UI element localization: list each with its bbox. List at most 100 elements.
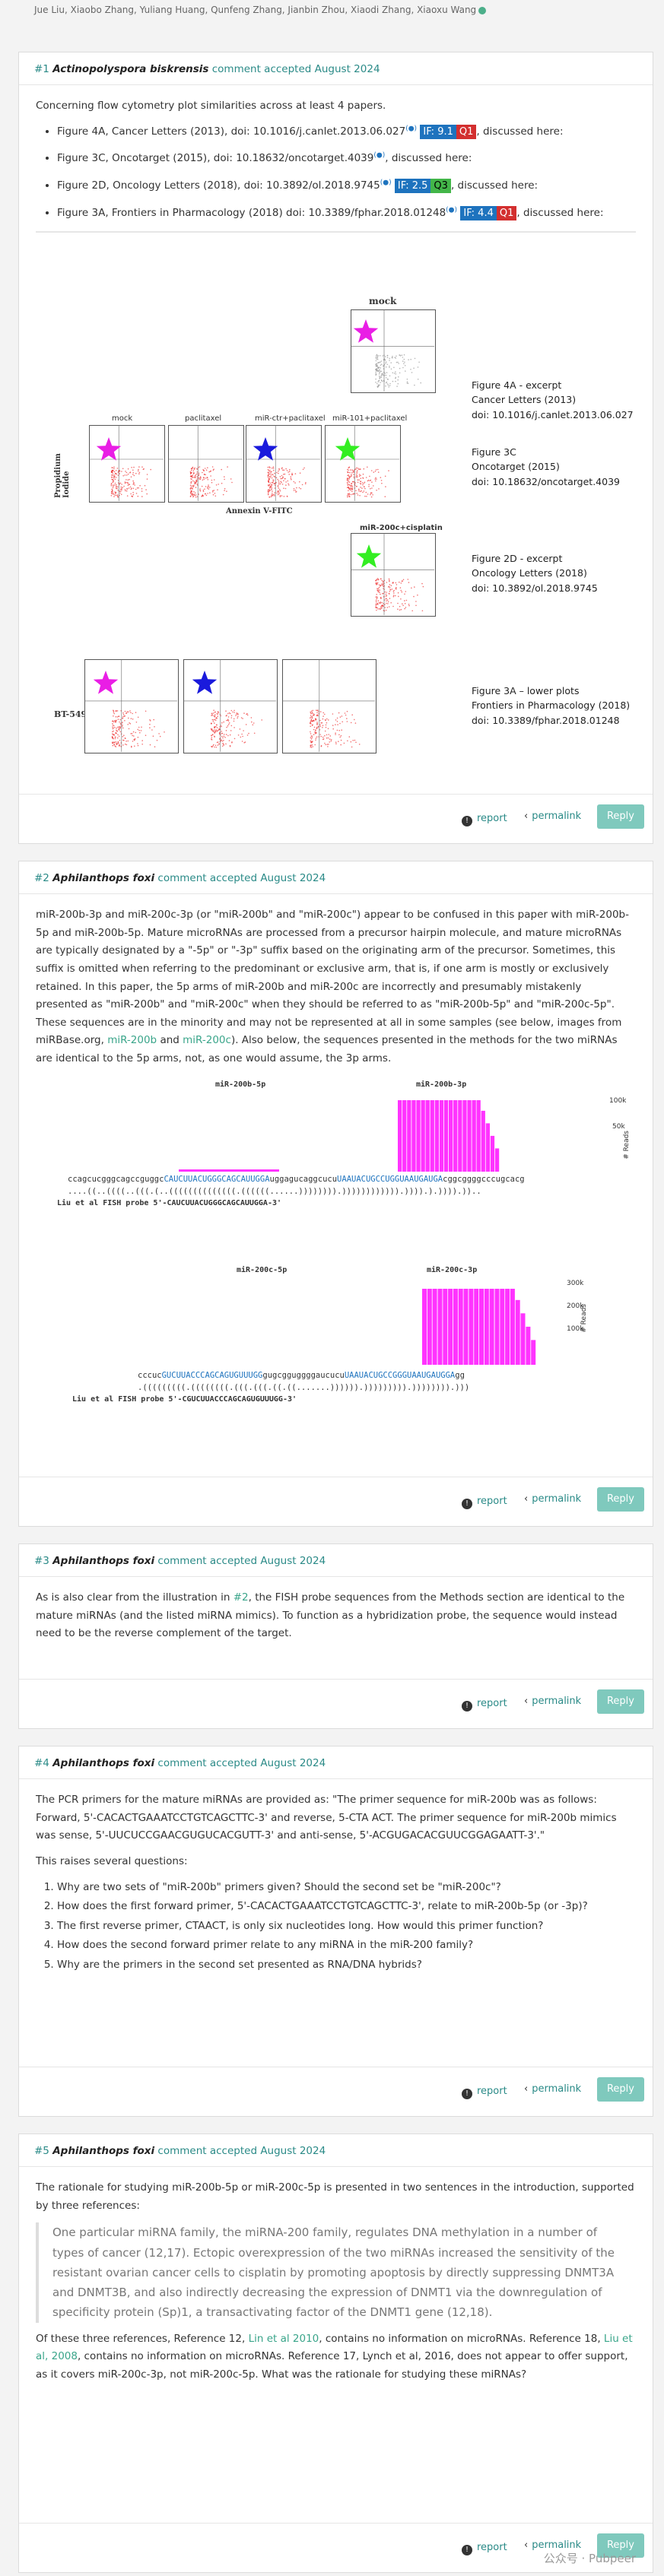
quartile-badge: Q1: [496, 205, 517, 220]
permalink-link[interactable]: ‹ permalink: [524, 1696, 582, 1707]
comment-date: August 2024: [260, 872, 326, 884]
comment-number[interactable]: #5: [34, 2145, 49, 2157]
list-item: The first reverse primer, CTAACT, is onl…: [57, 1918, 636, 1936]
quartile-badge: Q3: [430, 178, 451, 193]
comment-paragraph: Of these three references, Reference 12,…: [36, 2332, 633, 2381]
permalink-link[interactable]: ‹ permalink: [524, 2083, 582, 2095]
reads-bar: [474, 1289, 479, 1365]
sequence-200b: ccagcucgggcagccguggcCAUCUUACUGGGCAGCAUUG…: [68, 1175, 525, 1184]
permalink-link[interactable]: ‹ permalink: [524, 1493, 582, 1505]
comment-header: #3 Aphilanthops foxi comment accepted Au…: [19, 1544, 653, 1567]
comment-body: Concerning flow cytometry plot similarit…: [19, 85, 653, 222]
reads-bar: [515, 1299, 520, 1365]
comment-footer: ! report ‹ permalink Reply: [19, 1477, 653, 1526]
reply-button[interactable]: Reply: [597, 804, 644, 829]
quartile-badge: Q1: [456, 124, 477, 139]
reads-bar: [531, 1340, 536, 1365]
reference-link-liu[interactable]: Liu et al, 2008: [36, 2332, 633, 2363]
comment-footer: ! report ‹ permalink Reply: [19, 794, 653, 843]
permalink-link[interactable]: ‹ permalink: [524, 2540, 582, 2551]
scatter-cloud: [84, 659, 177, 752]
reference-link-lin[interactable]: Lin et al 2010: [248, 2332, 319, 2345]
reads-bar: [484, 1289, 489, 1365]
reads-bars-200b: [179, 1100, 500, 1172]
scatter-cloud: [325, 425, 399, 501]
comment-card-5: #5 Aphilanthops foxi comment accepted Au…: [18, 2133, 653, 2573]
star-marker: [353, 319, 379, 343]
comment-status: comment accepted: [157, 872, 258, 884]
reads-bar: [421, 1100, 425, 1172]
cytometry-plot: [325, 425, 401, 503]
comment-card-1: #1 Actinopolyspora biskrensis comment ac…: [18, 52, 653, 844]
reply-button[interactable]: Reply: [597, 1487, 644, 1512]
comment-header: #1 Actinopolyspora biskrensis comment ac…: [19, 52, 653, 75]
share-icon: ‹: [524, 1696, 529, 1707]
list-item: How does the first forward primer, 5'-CA…: [57, 1898, 636, 1916]
reads-bars-200c: [422, 1289, 536, 1365]
reads-bar: [467, 1100, 472, 1172]
arm-label: miR-200b-5p: [215, 1080, 266, 1089]
comment-status: comment accepted: [157, 1555, 258, 1567]
plot-title: paclitaxel: [185, 414, 222, 423]
reply-button[interactable]: Reply: [597, 2077, 644, 2102]
comment-date: August 2024: [314, 63, 380, 75]
comment-number[interactable]: #2: [34, 872, 49, 884]
mirbase-link-200c[interactable]: miR-200c: [183, 1034, 231, 1047]
mirbase-link-200b[interactable]: miR-200b: [107, 1034, 157, 1047]
arm-label: miR-200c-5p: [237, 1266, 288, 1274]
permalink-link[interactable]: ‹ permalink: [524, 811, 582, 822]
comment-author: Aphilanthops foxi: [52, 872, 155, 884]
list-item: Figure 3C, Oncotarget (2015), doi: 10.18…: [57, 150, 636, 168]
comment-paragraph: This raises several questions:: [36, 1854, 188, 1867]
reads-bar: [453, 1100, 458, 1172]
comment-body: The rationale for studying miR-200b-5p o…: [19, 2167, 653, 2384]
list-item: Figure 3A, Frontiers in Pharmacology (20…: [57, 205, 636, 223]
comment-paragraph: The PCR primers for the mature miRNAs ar…: [36, 1794, 617, 1842]
axis-label: # Reads: [580, 1304, 588, 1333]
share-icon: ‹: [524, 2540, 529, 2551]
plot-title: miR-200c+cisplatin: [360, 524, 443, 532]
reply-button[interactable]: Reply: [597, 2533, 644, 2558]
flow-cytometry-figure: mock mock paclitaxel miR-ctr+paclitaxel …: [49, 294, 643, 796]
comment-author: Aphilanthops foxi: [52, 1757, 155, 1769]
comment-status: comment accepted: [211, 63, 312, 75]
comment-author: Aphilanthops foxi: [52, 1555, 155, 1567]
structure-200b: ....((..((((..(((.(..((((((((((((((.((((…: [68, 1187, 481, 1196]
watermark: 公众号 · Pubpeer: [543, 2552, 636, 2565]
cytometry-plot: [351, 533, 436, 617]
axis-label-x: Annexin V-FITC: [226, 507, 293, 516]
reads-bar: [494, 1289, 500, 1365]
report-link[interactable]: ! report: [462, 2542, 507, 2555]
reads-bar: [411, 1100, 416, 1172]
star-marker: [253, 437, 278, 461]
comment-body: The PCR primers for the mature miRNAs ar…: [19, 1779, 653, 1975]
report-link[interactable]: ! report: [462, 1496, 507, 1509]
report-link[interactable]: ! report: [462, 1698, 507, 1712]
comment-date: August 2024: [260, 1555, 326, 1567]
tick-label: 200k: [567, 1302, 584, 1310]
tick-label: 50k: [612, 1123, 625, 1131]
cytometry-plot: [246, 425, 322, 503]
report-link[interactable]: ! report: [462, 813, 507, 826]
comment-status: comment accepted: [157, 1757, 258, 1769]
reads-bar: [439, 1100, 444, 1172]
comment-number[interactable]: #4: [34, 1757, 49, 1769]
comment-author: Actinopolyspora biskrensis: [52, 63, 209, 75]
figure-caption: Figure 3C Oncotarget (2015) doi: 10.18632/…: [472, 446, 620, 487]
comment-number[interactable]: #3: [34, 1555, 49, 1567]
alert-icon: !: [462, 2545, 472, 2555]
reads-bar: [489, 1289, 494, 1365]
comment-ref-link[interactable]: #2: [233, 1591, 249, 1604]
reads-bar: [462, 1100, 467, 1172]
report-link[interactable]: ! report: [462, 2086, 507, 2099]
reply-button[interactable]: Reply: [597, 1689, 644, 1714]
reads-bar: [407, 1100, 411, 1172]
comment-number[interactable]: #1: [34, 63, 49, 75]
star-marker: [192, 671, 218, 694]
reads-bar: [427, 1289, 432, 1365]
reads-bar: [481, 1110, 485, 1172]
probe-200b: Liu et al FISH probe 5'-CAUCUUACUGGGCAGC…: [57, 1199, 282, 1207]
reads-bar: [422, 1289, 427, 1365]
tick-label: 100k: [609, 1097, 627, 1105]
comment-footer: ! report ‹ permalink Reply: [19, 2523, 653, 2572]
